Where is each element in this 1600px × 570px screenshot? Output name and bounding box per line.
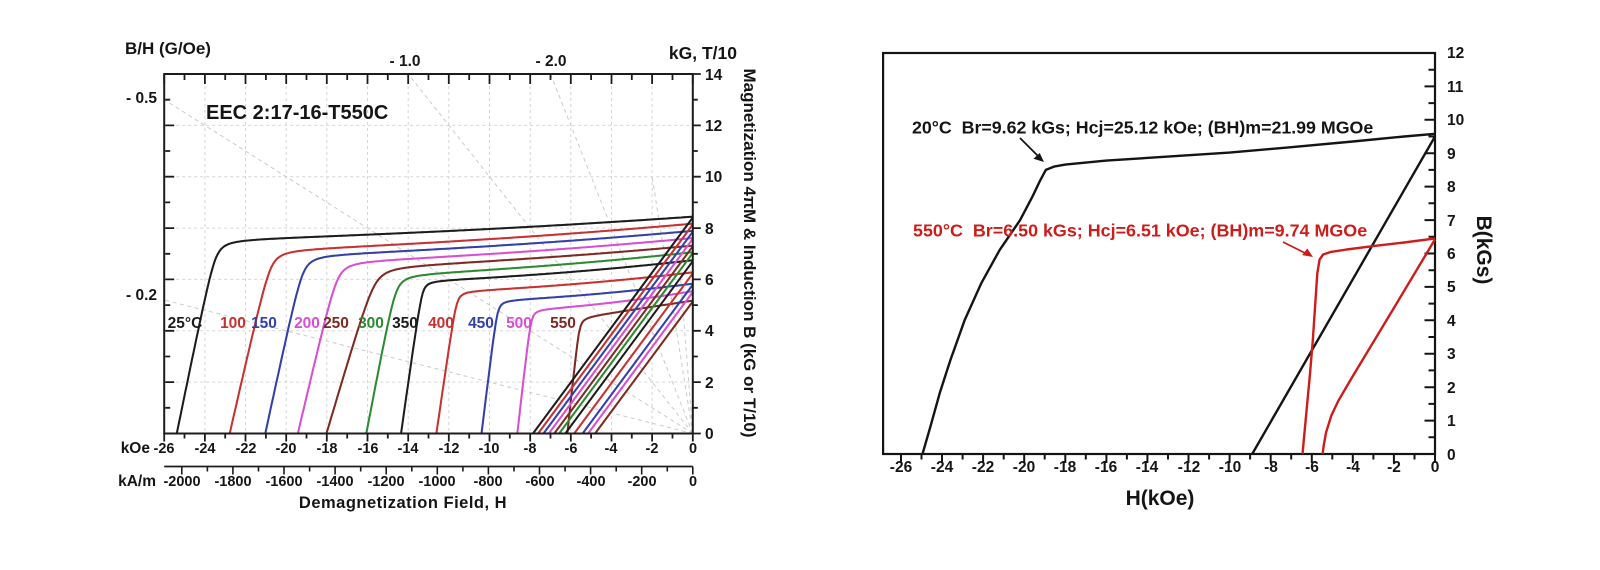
- svg-text:- 0.5: - 0.5: [126, 90, 157, 107]
- svg-text:300: 300: [358, 315, 384, 332]
- svg-text:-2000: -2000: [163, 474, 200, 490]
- svg-text:6: 6: [705, 272, 714, 289]
- svg-text:-14: -14: [398, 441, 419, 457]
- svg-text:250: 250: [323, 315, 349, 332]
- svg-text:-4: -4: [605, 441, 618, 457]
- svg-text:Magnetization 4πM & Induction: Magnetization 4πM & Induction B (kG or T…: [740, 68, 759, 437]
- svg-text:-6: -6: [1305, 459, 1319, 476]
- svg-text:B/H (G/Oe): B/H (G/Oe): [125, 39, 211, 58]
- svg-text:1: 1: [1447, 413, 1456, 430]
- svg-text:kOe: kOe: [121, 440, 151, 457]
- svg-text:-14: -14: [1136, 459, 1159, 476]
- svg-text:4: 4: [1447, 313, 1456, 330]
- svg-text:H(kOe): H(kOe): [1126, 487, 1195, 510]
- svg-text:-10: -10: [479, 441, 500, 457]
- svg-text:11: 11: [1447, 79, 1464, 96]
- svg-text:-4: -4: [1346, 459, 1360, 476]
- svg-text:EEC 2:17-16-T550C: EEC 2:17-16-T550C: [206, 102, 388, 124]
- svg-text:0: 0: [689, 474, 697, 490]
- svg-text:B(kGs): B(kGs): [1472, 216, 1495, 285]
- svg-text:-8: -8: [1264, 459, 1278, 476]
- svg-text:-600: -600: [525, 474, 554, 490]
- svg-text:400: 400: [428, 315, 454, 332]
- svg-text:-20: -20: [276, 441, 297, 457]
- svg-text:-22: -22: [236, 441, 257, 457]
- svg-text:100: 100: [220, 315, 246, 332]
- svg-text:550: 550: [550, 315, 576, 332]
- svg-text:7: 7: [1447, 213, 1456, 230]
- svg-text:10: 10: [1447, 112, 1464, 129]
- svg-text:-20: -20: [1013, 459, 1035, 476]
- svg-text:350: 350: [392, 315, 418, 332]
- svg-text:450: 450: [468, 315, 494, 332]
- svg-text:0: 0: [1447, 447, 1456, 464]
- svg-text:kG, T/10: kG, T/10: [669, 43, 737, 63]
- svg-text:-22: -22: [972, 459, 994, 476]
- svg-text:-18: -18: [1054, 459, 1077, 476]
- svg-text:-800: -800: [473, 474, 502, 490]
- svg-text:-26: -26: [890, 459, 913, 476]
- svg-text:200: 200: [294, 315, 320, 332]
- svg-text:10: 10: [705, 169, 722, 186]
- svg-text:6: 6: [1447, 246, 1456, 263]
- svg-text:8: 8: [705, 221, 714, 238]
- svg-text:-6: -6: [565, 441, 578, 457]
- svg-text:-16: -16: [1095, 459, 1118, 476]
- svg-text:-1200: -1200: [367, 474, 404, 490]
- svg-text:150: 150: [251, 315, 277, 332]
- svg-text:- 1.0: - 1.0: [389, 53, 420, 70]
- svg-text:9: 9: [1447, 146, 1456, 163]
- svg-text:2: 2: [1447, 380, 1456, 397]
- svg-text:-16: -16: [358, 441, 379, 457]
- svg-text:0: 0: [689, 441, 697, 457]
- svg-text:-18: -18: [317, 441, 338, 457]
- svg-text:12: 12: [705, 118, 722, 135]
- svg-text:14: 14: [705, 67, 723, 84]
- svg-text:kA/m: kA/m: [118, 473, 156, 490]
- svg-text:-12: -12: [1178, 459, 1200, 476]
- svg-text:-2: -2: [646, 441, 659, 457]
- svg-text:- 0.2: - 0.2: [126, 287, 157, 304]
- svg-text:-2: -2: [1387, 459, 1401, 476]
- svg-text:-24: -24: [931, 459, 954, 476]
- svg-text:-1400: -1400: [316, 474, 353, 490]
- svg-text:-1600: -1600: [265, 474, 302, 490]
- svg-text:4: 4: [705, 323, 714, 340]
- svg-text:-12: -12: [439, 441, 460, 457]
- svg-text:550°C Br=6.50 kGs; Hcj=6.51 k: 550°C Br=6.50 kGs; Hcj=6.51 kOe; (BH)m=9…: [913, 221, 1367, 241]
- svg-text:20°C Br=9.62 kGs; Hcj=25.12 k: 20°C Br=9.62 kGs; Hcj=25.12 kOe; (BH)m=2…: [912, 118, 1373, 138]
- svg-text:3: 3: [1447, 346, 1456, 363]
- svg-text:Demagnetization Field, H: Demagnetization Field, H: [299, 494, 507, 512]
- svg-text:500: 500: [506, 315, 532, 332]
- svg-text:5: 5: [1447, 279, 1456, 296]
- svg-text:-200: -200: [627, 474, 656, 490]
- svg-text:25°C: 25°C: [168, 315, 203, 332]
- svg-text:12: 12: [1447, 45, 1464, 62]
- svg-text:-10: -10: [1219, 459, 1241, 476]
- svg-text:-1800: -1800: [214, 474, 251, 490]
- svg-text:0: 0: [705, 426, 714, 443]
- svg-text:-8: -8: [524, 441, 537, 457]
- svg-text:-1000: -1000: [418, 474, 455, 490]
- svg-text:-24: -24: [195, 441, 216, 457]
- svg-text:-26: -26: [154, 441, 175, 457]
- svg-text:- 2.0: - 2.0: [535, 53, 566, 70]
- svg-text:8: 8: [1447, 179, 1456, 196]
- svg-text:-400: -400: [576, 474, 605, 490]
- svg-text:0: 0: [1431, 459, 1440, 476]
- svg-text:2: 2: [705, 375, 714, 392]
